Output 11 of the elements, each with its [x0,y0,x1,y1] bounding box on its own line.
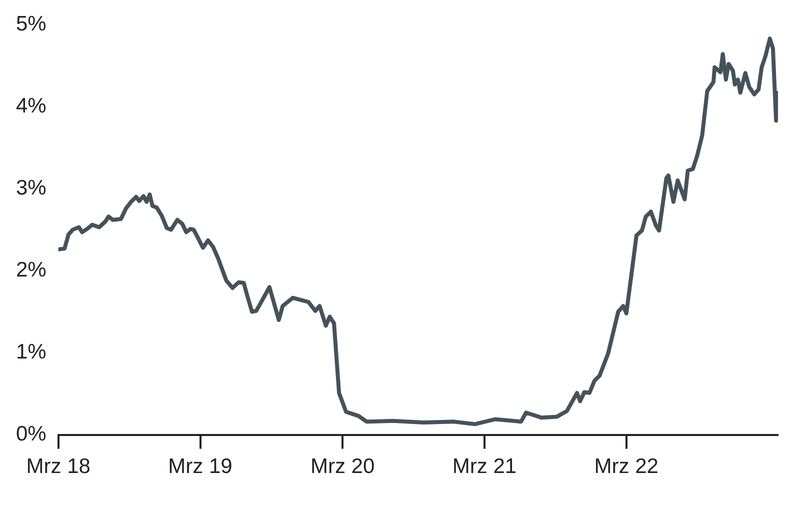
y-tick-label: 4% [16,94,46,118]
y-tick-label: 3% [16,176,46,200]
x-tick-label: Mrz 21 [452,455,517,478]
x-tick-label: Mrz 22 [594,455,658,478]
x-tick-label: Mrz 18 [26,455,90,478]
x-tick-label: Mrz 20 [310,455,375,478]
y-tick-label: 5% [16,12,46,36]
y-tick-label: 0% [16,422,46,446]
x-tick-label: Mrz 19 [168,455,232,478]
y-tick-label: 1% [16,340,46,364]
y-tick-label: 2% [16,258,46,282]
